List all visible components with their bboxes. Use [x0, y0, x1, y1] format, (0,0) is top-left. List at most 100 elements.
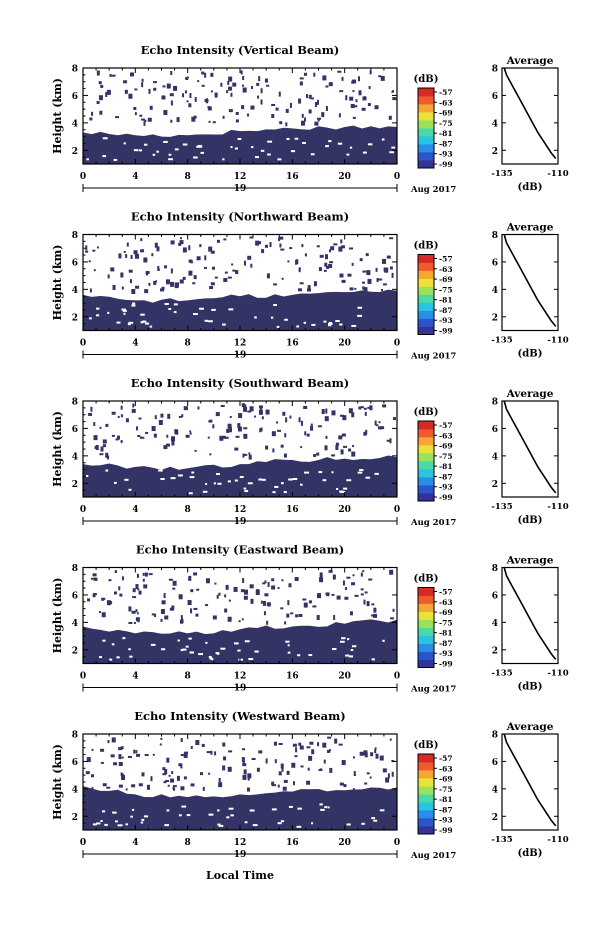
echo-speck — [224, 436, 229, 439]
colorbar-tick-label: -69 — [439, 608, 453, 617]
echo-gap — [336, 488, 339, 491]
echo-speck — [110, 754, 115, 758]
echo-speck — [250, 86, 253, 90]
y-axis-label: Height (km) — [51, 78, 64, 154]
x-tick-label: 0 — [394, 838, 400, 848]
echo-gap — [133, 149, 139, 152]
colorbar-tick-label: -93 — [439, 150, 453, 159]
echo-speck — [251, 758, 256, 761]
echo-speck — [172, 786, 175, 790]
echo-speck — [256, 82, 260, 86]
x-tick-label: 0 — [394, 505, 400, 515]
echo-gap — [346, 153, 350, 156]
echo-speck — [322, 75, 327, 81]
echo-speck — [118, 762, 123, 767]
echo-speck — [193, 115, 197, 119]
echo-gap — [351, 645, 357, 648]
echo-speck — [230, 92, 233, 97]
echo-speck — [223, 278, 228, 283]
echo-speck — [148, 282, 151, 286]
echo-speck — [275, 107, 279, 111]
echo-gap — [238, 658, 243, 661]
echo-speck — [161, 95, 166, 100]
echo-gap — [86, 158, 89, 161]
echo-speck — [242, 453, 245, 458]
echo-speck — [125, 418, 129, 423]
y-tick-label: 6 — [72, 258, 78, 268]
echo-gap — [140, 821, 144, 824]
echo-gap — [102, 810, 106, 813]
echo-gap — [357, 314, 363, 317]
colorbar-segment — [418, 461, 434, 470]
echo-speck — [378, 421, 381, 424]
colorbar-tick-label: -87 — [439, 805, 453, 814]
panel-title: Echo Intensity (Southward Beam) — [131, 376, 349, 390]
echo-speck — [306, 433, 310, 437]
colorbar-tick-label: -69 — [439, 275, 453, 284]
echo-speck — [271, 585, 276, 590]
echo-speck — [304, 253, 307, 257]
colorbar-segment — [418, 262, 434, 271]
echo-speck — [325, 408, 328, 414]
average-line — [503, 67, 557, 160]
echo-gap — [113, 158, 118, 161]
echo-gap — [186, 814, 191, 817]
echo-speck — [294, 577, 299, 582]
echo-gap — [341, 637, 346, 640]
average-y-tick-label: 4 — [492, 119, 498, 129]
echo-speck — [231, 263, 234, 266]
echo-speck — [362, 270, 367, 273]
echo-speck — [359, 751, 364, 756]
echo-speck — [143, 257, 148, 263]
echo-speck — [140, 238, 143, 242]
echo-speck — [389, 738, 392, 741]
x-tick-label: 20 — [338, 339, 351, 349]
echo-speck — [247, 410, 252, 413]
colorbar-segment — [418, 826, 434, 835]
echo-speck — [331, 454, 336, 457]
y-tick-label: 8 — [72, 398, 78, 408]
echo-speckle — [85, 236, 394, 328]
x-tick-label: 20 — [338, 172, 351, 182]
echo-speck — [242, 87, 247, 93]
echo-speck — [188, 245, 191, 251]
echo-speck — [85, 245, 88, 251]
echo-gap — [391, 146, 396, 149]
echo-speck — [184, 406, 188, 410]
echo-speck — [243, 406, 248, 412]
echo-speck — [345, 95, 348, 101]
colorbar-segment — [418, 786, 434, 795]
echo-speck — [132, 596, 137, 599]
echo-speck — [284, 621, 287, 625]
colorbar-segment — [418, 770, 434, 779]
x-tick-label: 20 — [338, 505, 351, 515]
echo-gap — [168, 307, 172, 310]
x-tick-label: 16 — [286, 505, 299, 515]
x-tick-label: 8 — [185, 672, 191, 682]
echo-speck — [160, 288, 165, 292]
echo-gap — [208, 655, 212, 658]
echo-speck — [382, 404, 387, 408]
average-x-tick-label: -110 — [547, 502, 568, 512]
echo-speck — [298, 267, 301, 271]
echo-speck — [366, 601, 370, 607]
echo-speck — [195, 740, 200, 746]
echo-speck — [367, 406, 372, 409]
echo-speck — [317, 118, 320, 122]
echo-speck — [207, 107, 212, 111]
echo-speck — [129, 72, 134, 77]
echo-gap — [297, 807, 302, 810]
echo-speck — [341, 76, 344, 81]
echo-gap — [271, 808, 277, 811]
echo-speck — [131, 288, 136, 294]
echo-speck — [92, 573, 97, 577]
echo-speck — [250, 263, 253, 268]
echo-speck — [186, 100, 189, 103]
echo-gap — [189, 651, 195, 654]
echo-speck — [154, 614, 157, 618]
echo-speck — [137, 620, 140, 623]
echo-speck — [106, 89, 111, 95]
y-tick-label: 6 — [72, 425, 78, 435]
echo-speck — [361, 281, 365, 284]
echo-speck — [128, 606, 132, 612]
